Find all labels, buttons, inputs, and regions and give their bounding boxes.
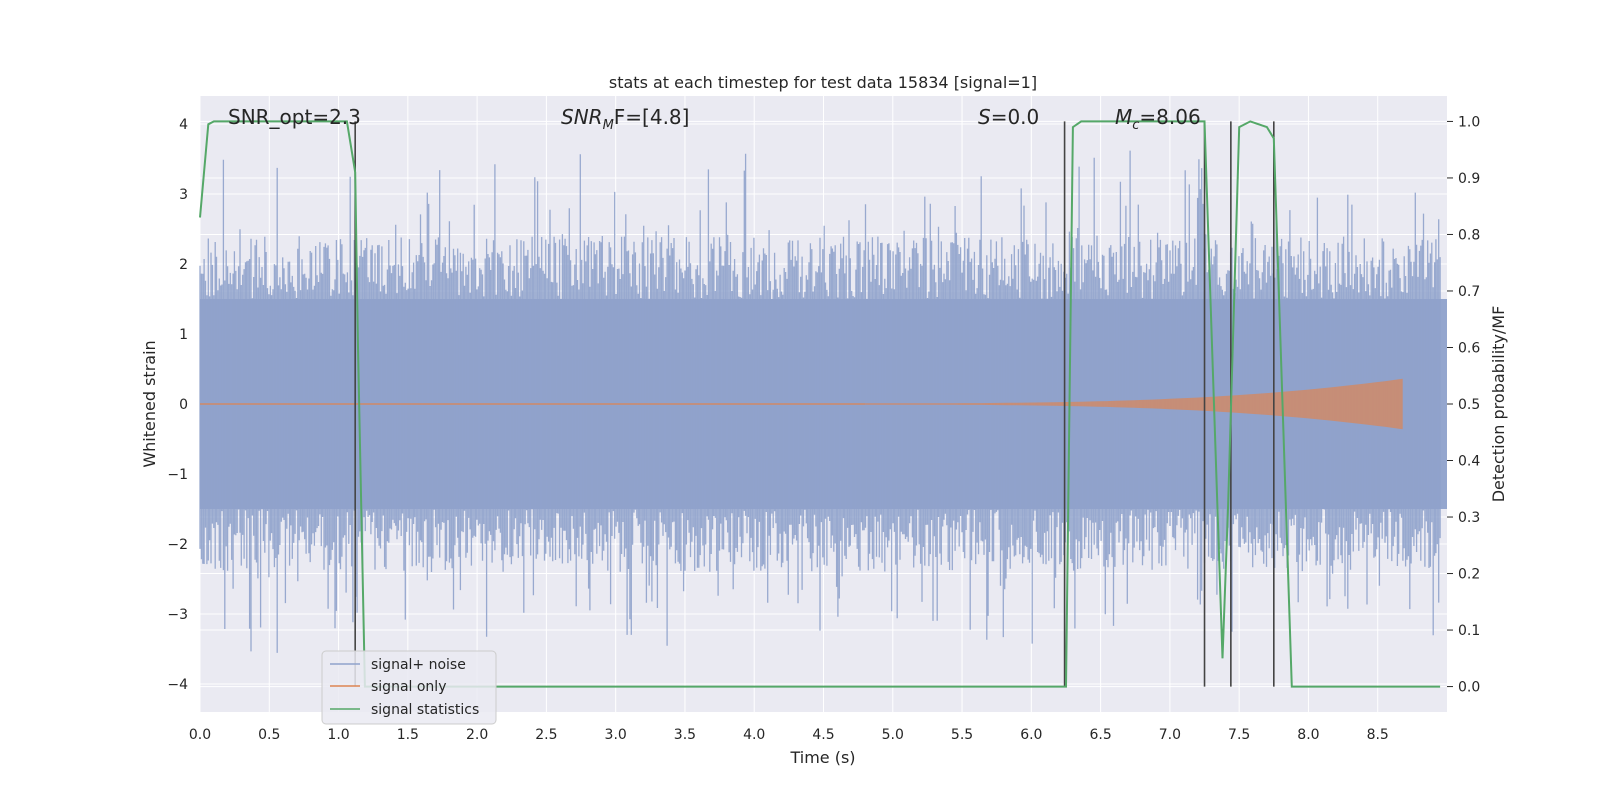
y-tick-5: −1 [167, 467, 188, 483]
x-tick-7: 3.5 [674, 727, 696, 743]
y-axis-label: Whitened strain [140, 340, 159, 467]
annotation-s: S=0.0 [978, 105, 1039, 129]
y2-tick-6: 0.4 [1458, 454, 1480, 470]
y-tick-8: −4 [167, 677, 188, 693]
x-tick-11: 5.5 [951, 727, 973, 743]
signal-chirp [865, 378, 1403, 430]
noise-spikes [199, 150, 1441, 653]
x-tick-16: 8.0 [1297, 727, 1319, 743]
x-axis-label: Time (s) [789, 748, 855, 767]
legend-box [321, 650, 497, 725]
statistics-line [199, 120, 1441, 688]
x-tick-4: 2.0 [466, 727, 488, 743]
legend-label-noise: signal+ noise [371, 657, 466, 673]
x-tick-1: 0.5 [258, 727, 280, 743]
series-signal-only [200, 378, 1403, 430]
x-tick-17: 8.5 [1367, 727, 1389, 743]
annotation-snr-mf: SNRMF=[4.8] [561, 105, 689, 133]
annotation-s-label: S [978, 105, 991, 129]
y2-tick-9: 0.1 [1458, 623, 1480, 639]
y2-tick-4: 0.6 [1458, 340, 1480, 356]
y-tick-7: −3 [167, 607, 188, 623]
x-tick-labels: 0.0 0.5 1.0 1.5 2.0 2.5 3.0 3.5 4.0 4.5 5.0 5.5 6.0 6… [189, 727, 1389, 743]
y-tick-4: 0 [179, 397, 188, 413]
x-tick-0: 0.0 [189, 727, 211, 743]
x-tick-9: 4.5 [812, 727, 834, 743]
x-tick-3: 1.5 [397, 727, 419, 743]
y-tick-6: −2 [167, 537, 188, 553]
y-tick-2: 2 [179, 257, 188, 273]
y-tick-0: 4 [179, 117, 188, 133]
series-signal-statistics [199, 120, 1441, 688]
y2-tick-3: 0.7 [1458, 284, 1480, 300]
annotation-snr-mf-rest: F=[4.8] [614, 105, 690, 129]
legend-label-stats: signal statistics [371, 702, 479, 718]
y-tick-3: 1 [179, 327, 188, 343]
x-tick-10: 5.0 [882, 727, 904, 743]
y2-tick-2: 0.8 [1458, 227, 1480, 243]
y2-tick-1: 0.9 [1458, 171, 1480, 187]
annotation-snr-mf-base: SNR [561, 105, 603, 129]
legend-label-signal: signal only [371, 679, 446, 695]
y2-tick-7: 0.3 [1458, 510, 1480, 526]
x-tick-6: 3.0 [605, 727, 627, 743]
y2-tick-8: 0.2 [1458, 567, 1480, 583]
y-tick-labels: 4 3 2 1 0 −1 −2 −3 −4 [167, 117, 188, 693]
annotation-snr-opt: SNR_opt=2.3 [228, 105, 361, 129]
x-tick-14: 7.0 [1159, 727, 1181, 743]
annotation-mc-sub: c [1132, 118, 1139, 133]
y2-tick-0: 1.0 [1458, 114, 1480, 130]
x-tick-2: 1.0 [327, 727, 349, 743]
annotation-mc-rest: =8.06 [1139, 105, 1200, 129]
x-tick-5: 2.5 [535, 727, 557, 743]
x-tick-8: 4.0 [743, 727, 765, 743]
x-tick-13: 6.5 [1089, 727, 1111, 743]
x-tick-12: 6.0 [1020, 727, 1042, 743]
y2-tick-5: 0.5 [1458, 397, 1480, 413]
annotation-mc-label: M [1115, 105, 1132, 129]
legend: signal+ noise signal only signal statist… [321, 650, 497, 725]
annotation-mc: Mc=8.06 [1115, 105, 1201, 133]
annotation-s-rest: =0.0 [991, 105, 1040, 129]
y2-axis-label: Detection probability/MF [1489, 306, 1508, 503]
chart-title: stats at each timestep for test data 158… [609, 73, 1037, 92]
x-tick-15: 7.5 [1228, 727, 1250, 743]
y-tick-1: 3 [179, 187, 188, 203]
y2-tick-10: 0.0 [1458, 680, 1480, 696]
y2-tick-labels: 1.0 0.9 0.8 0.7 0.6 0.5 0.4 0.3 0.2 0.1 0.0 [1447, 114, 1480, 696]
annotation-snr-mf-sub: M [603, 118, 614, 133]
